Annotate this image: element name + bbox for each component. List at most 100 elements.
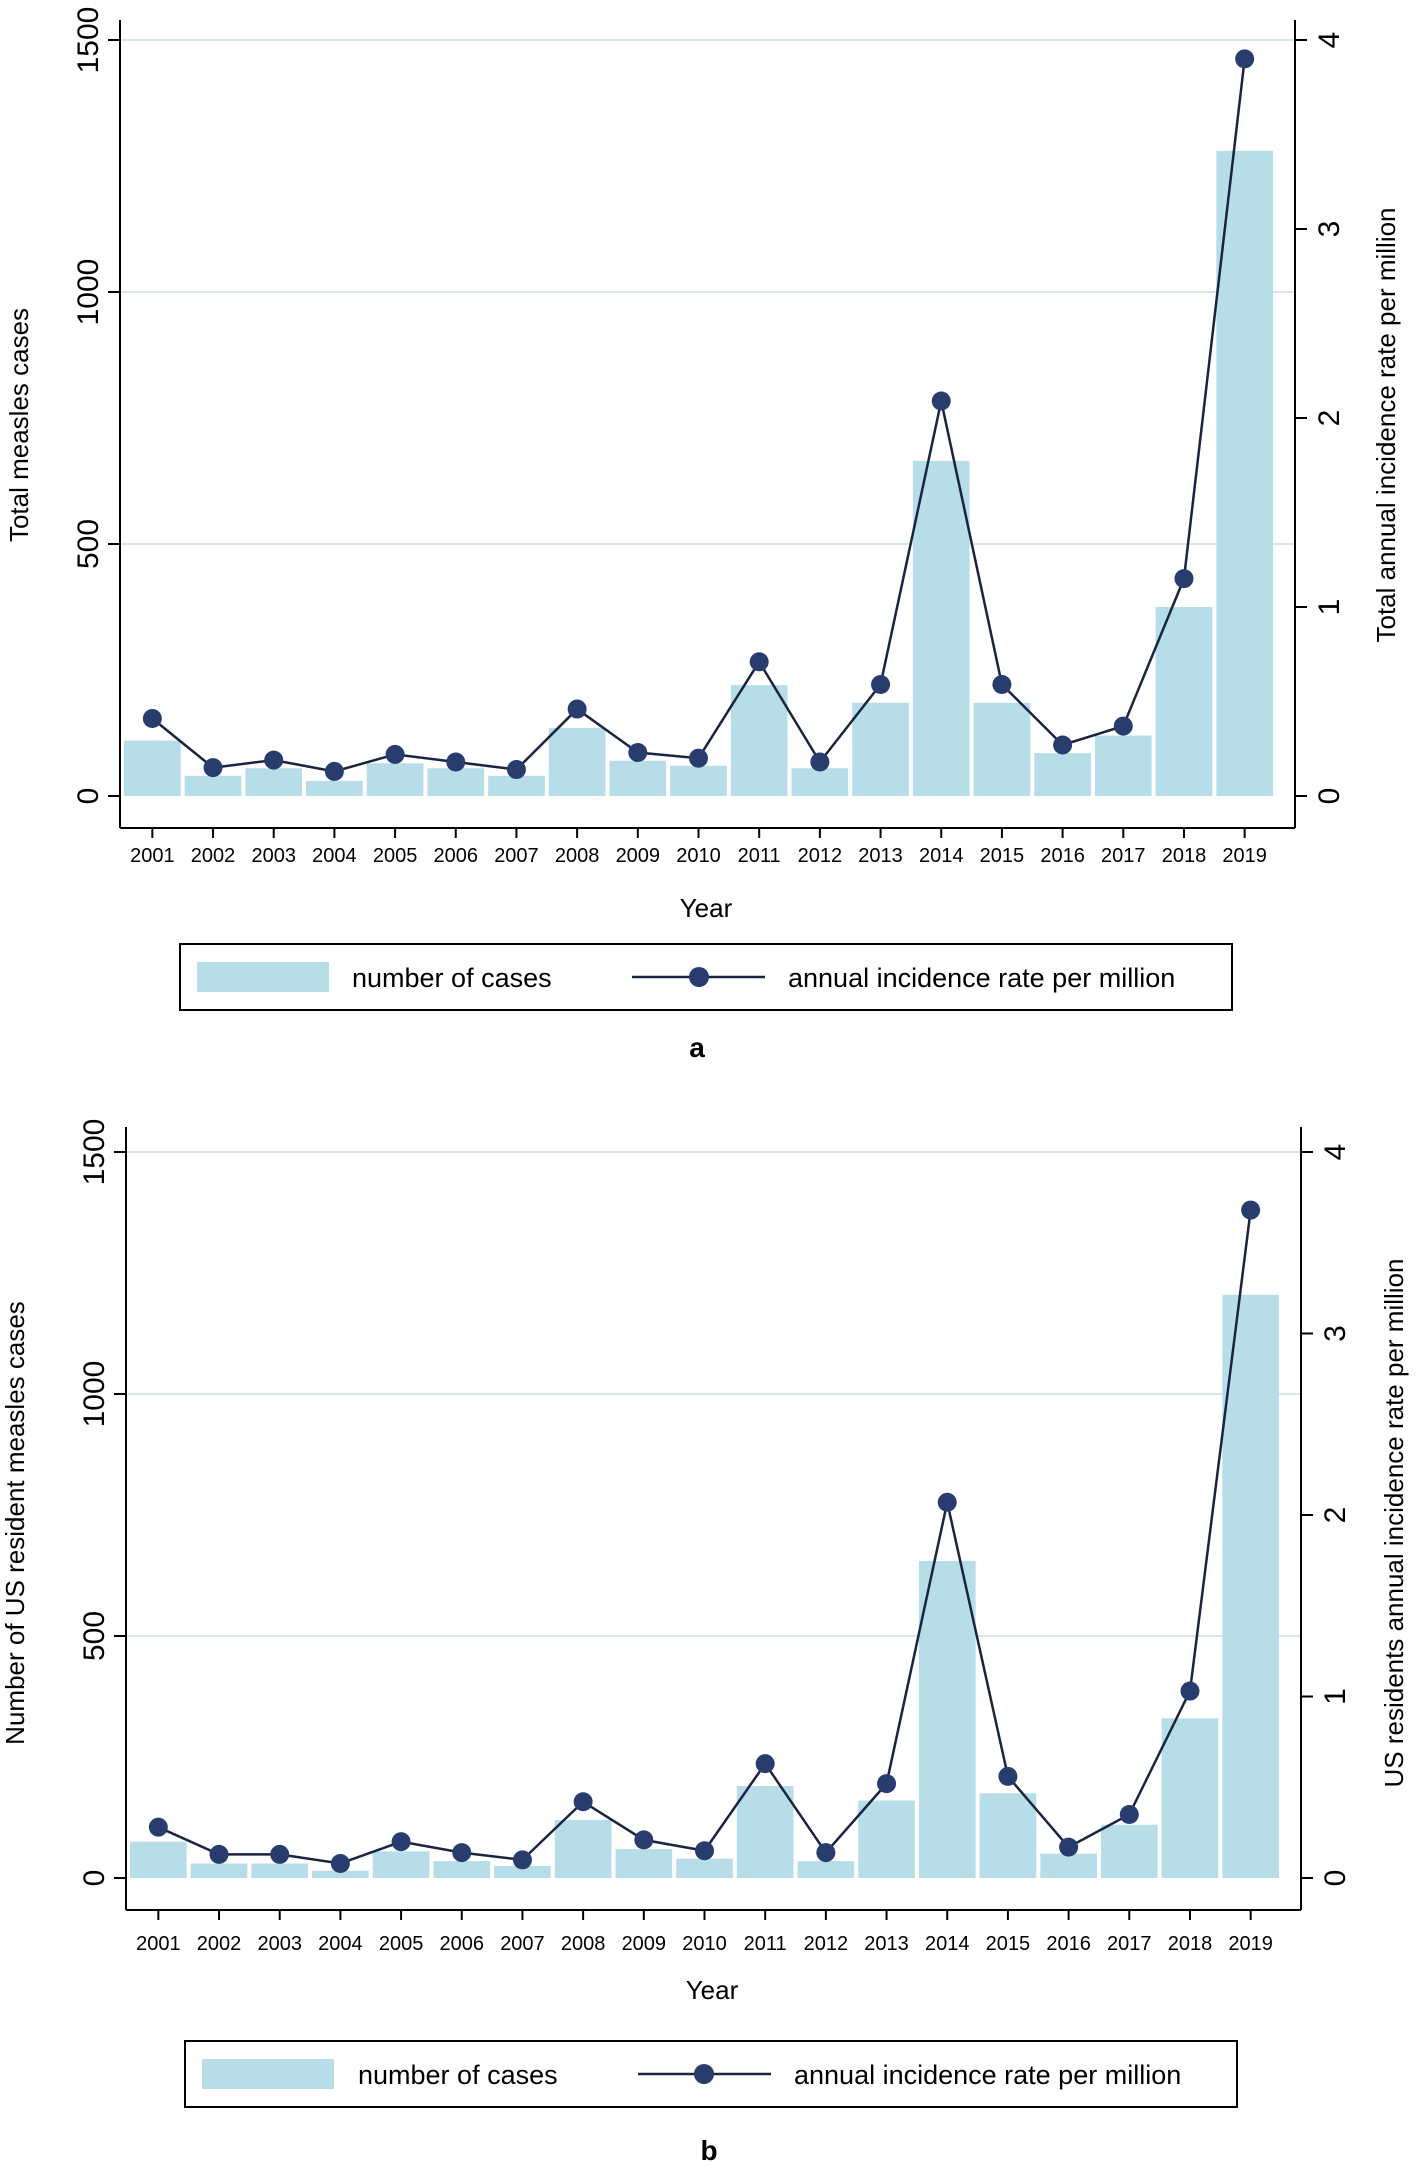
y-tick-left-label: 500: [72, 519, 105, 569]
point-2018: [1174, 569, 1194, 589]
point-2001: [148, 1817, 168, 1837]
x-tick-label: 2002: [197, 1933, 242, 1955]
point-2004: [330, 1853, 350, 1873]
legend-bar-label: number of cases: [358, 2060, 558, 2090]
x-tick-label: 2001: [136, 1933, 181, 1955]
point-2009: [634, 1830, 654, 1850]
bar-2017: [1100, 1824, 1158, 1878]
point-2004: [324, 761, 344, 781]
x-tick-label: 2015: [980, 845, 1025, 867]
legend-line-label: annual incidence rate per million: [788, 963, 1175, 993]
y-tick-right-label: 3: [1319, 1325, 1352, 1342]
x-tick-label: 2004: [312, 845, 357, 867]
x-tick-label: 2005: [373, 845, 418, 867]
point-2015: [992, 674, 1012, 694]
bar-2003: [245, 768, 303, 796]
bar-2015: [979, 1793, 1037, 1878]
bar-2008: [548, 727, 606, 796]
x-tick-label: 2014: [919, 845, 964, 867]
y-axis-left-title: Number of US resident measles cases: [0, 1301, 30, 1745]
x-tick-label: 2012: [798, 845, 843, 867]
point-2016: [1059, 1837, 1079, 1857]
y-tick-left-label: 500: [78, 1611, 111, 1661]
x-tick-label: 2011: [738, 845, 781, 867]
point-2012: [816, 1843, 836, 1863]
point-2016: [1053, 735, 1073, 755]
point-2005: [391, 1832, 411, 1852]
point-2003: [264, 750, 284, 770]
point-2019: [1235, 49, 1255, 69]
x-tick-label: 2016: [1040, 845, 1085, 867]
chart-panel-b: 0 500 1000 1500 0 1 2 3 4 2001 2002 2003 2004 2005 2…: [0, 1119, 1409, 2166]
chart-panel-a: 0 500 1000 1500 0 1 2 3 4 2001 2002 2003 2004 2005 2…: [4, 7, 1401, 1063]
point-2011: [749, 652, 769, 672]
x-tick-label: 2016: [1046, 1933, 1091, 1955]
x-tick-label: 2005: [379, 1933, 424, 1955]
point-2013: [871, 674, 891, 694]
x-tick-label: 2014: [925, 1933, 970, 1955]
bar-2019: [1216, 150, 1273, 796]
bar-2010: [676, 1858, 733, 1878]
bar-2011: [730, 685, 788, 796]
x-tick-label: 2002: [191, 845, 236, 867]
bar-2002: [184, 775, 242, 796]
x-tick-label: 2003: [251, 845, 296, 867]
y-tick-right-label: 1: [1319, 1688, 1352, 1705]
x-tick-label: 2009: [622, 1933, 667, 1955]
bar-2018: [1161, 1718, 1219, 1878]
y-tick-right-label: 0: [1319, 1870, 1352, 1887]
point-2017: [1119, 1804, 1139, 1824]
y-tick-right-label: 2: [1313, 410, 1346, 427]
x-tick-label: 2018: [1168, 1933, 1213, 1955]
bar-2014: [912, 460, 970, 796]
point-2018: [1180, 1681, 1200, 1701]
point-2010: [689, 748, 708, 768]
point-2006: [446, 752, 466, 772]
bar-2004: [312, 1870, 369, 1878]
x-tick-label: 2018: [1162, 845, 1207, 867]
y-tick-right-label: 3: [1313, 221, 1346, 238]
bar-2013: [852, 702, 909, 796]
x-tick-label: 2007: [494, 845, 539, 867]
legend-line-marker: [694, 2064, 714, 2084]
y-axis-left-title: Total measles cases: [4, 308, 34, 542]
x-tick-label: 2013: [864, 1933, 909, 1955]
y-tick-left-label: 1000: [78, 1361, 111, 1428]
y-tick-right-label: 1: [1313, 599, 1346, 616]
legend-bar-label: number of cases: [352, 963, 552, 993]
x-tick-label: 2010: [676, 845, 721, 867]
bar-2006: [433, 1861, 491, 1878]
x-tick-label: 2019: [1228, 1933, 1273, 1955]
legend: number of cases annual incidence rate pe…: [179, 943, 1233, 1011]
bar-2019: [1222, 1294, 1279, 1878]
bar-2007: [488, 775, 545, 796]
y-tick-right-label: 4: [1313, 32, 1346, 49]
x-tick-label: 2008: [561, 1933, 606, 1955]
x-tick-label: 2011: [744, 1933, 787, 1955]
point-2017: [1113, 716, 1133, 736]
x-axis-title: Year: [686, 1975, 739, 2005]
legend: number of cases annual incidence rate pe…: [184, 2040, 1238, 2108]
x-tick-label: 2001: [130, 845, 175, 867]
x-tick-label: 2017: [1101, 845, 1146, 867]
point-2001: [142, 709, 162, 729]
panel-label-a: a: [689, 1032, 705, 1063]
bar-2017: [1094, 735, 1152, 796]
bar-2013: [858, 1800, 915, 1878]
y-tick-left-label: 0: [78, 1870, 111, 1887]
point-2015: [998, 1766, 1018, 1786]
legend-line-label: annual incidence rate per million: [794, 2060, 1181, 2090]
point-2007: [506, 760, 526, 780]
bar-2009: [609, 760, 667, 796]
bar-2014: [918, 1560, 976, 1878]
x-tick-label: 2013: [858, 845, 903, 867]
x-tick-label: 2004: [318, 1933, 363, 1955]
legend-bar-swatch: [202, 2059, 334, 2089]
point-2013: [877, 1774, 897, 1794]
y-tick-right-label: 0: [1313, 788, 1346, 805]
point-2009: [628, 743, 648, 763]
bar-2007: [494, 1865, 551, 1878]
bar-2010: [670, 765, 727, 796]
point-2002: [209, 1844, 229, 1864]
